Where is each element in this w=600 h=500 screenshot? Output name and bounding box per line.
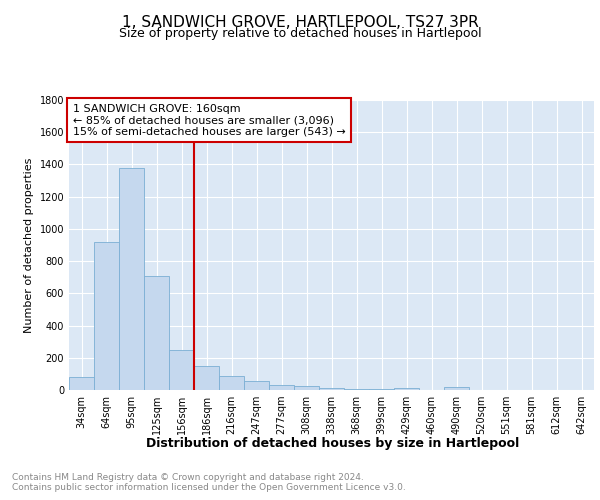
Bar xyxy=(94,242,119,390)
Text: 1 SANDWICH GROVE: 160sqm
← 85% of detached houses are smaller (3,096)
15% of sem: 1 SANDWICH GROVE: 160sqm ← 85% of detach… xyxy=(73,104,346,136)
Bar xyxy=(269,385,294,390)
Bar xyxy=(244,381,269,390)
Bar xyxy=(219,376,244,390)
Bar xyxy=(144,276,169,390)
Text: Size of property relative to detached houses in Hartlepool: Size of property relative to detached ho… xyxy=(119,28,481,40)
Bar xyxy=(344,388,369,390)
Bar xyxy=(169,350,194,390)
Bar xyxy=(119,168,144,390)
Text: 1, SANDWICH GROVE, HARTLEPOOL, TS27 3PR: 1, SANDWICH GROVE, HARTLEPOOL, TS27 3PR xyxy=(122,15,478,30)
Text: Distribution of detached houses by size in Hartlepool: Distribution of detached houses by size … xyxy=(146,438,520,450)
Bar xyxy=(369,389,394,390)
Text: Contains HM Land Registry data © Crown copyright and database right 2024.
Contai: Contains HM Land Registry data © Crown c… xyxy=(12,472,406,492)
Y-axis label: Number of detached properties: Number of detached properties xyxy=(24,158,34,332)
Bar xyxy=(69,377,94,390)
Bar xyxy=(444,387,469,390)
Bar xyxy=(294,386,319,390)
Bar xyxy=(194,366,219,390)
Bar xyxy=(394,388,419,390)
Bar xyxy=(319,388,344,390)
